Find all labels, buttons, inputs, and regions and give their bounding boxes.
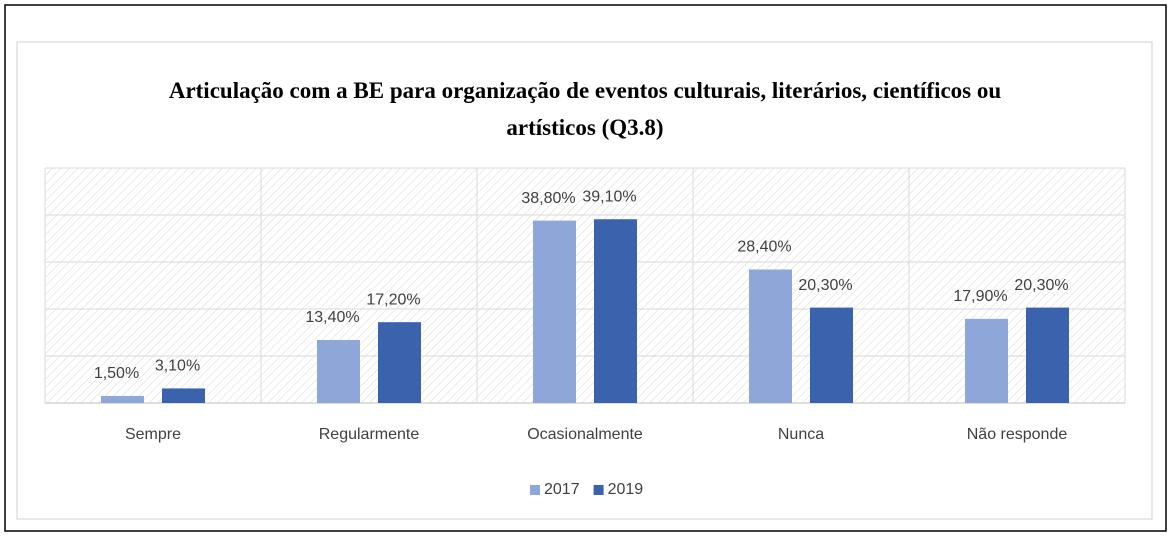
data-label: 3,10% xyxy=(155,358,200,375)
x-tick-label: Sempre xyxy=(125,426,181,443)
bar xyxy=(378,322,421,403)
data-label: 20,30% xyxy=(1014,277,1068,294)
data-label: 39,10% xyxy=(582,188,636,205)
bar xyxy=(317,340,360,403)
bar xyxy=(810,307,853,403)
data-label: 17,20% xyxy=(366,291,420,308)
bar xyxy=(749,269,792,403)
bar xyxy=(101,395,144,403)
data-label: 38,80% xyxy=(521,190,575,207)
chart-title: Articulação com a BE para organização de… xyxy=(168,78,1002,140)
data-label: 17,90% xyxy=(953,288,1007,305)
x-tick-label: Ocasionalmente xyxy=(527,426,643,443)
legend-swatch xyxy=(530,485,540,495)
x-tick-label: Regularmente xyxy=(319,426,420,443)
outer-border xyxy=(4,4,1167,532)
legend-swatch xyxy=(593,485,604,495)
bar xyxy=(1026,307,1069,403)
x-tick-label: Não responde xyxy=(967,426,1068,443)
data-label: 28,40% xyxy=(737,239,791,256)
legend-label: 2019 xyxy=(608,481,644,498)
bar xyxy=(533,220,576,403)
bar xyxy=(594,219,637,403)
data-label: 1,50% xyxy=(94,365,139,382)
bar xyxy=(965,318,1008,403)
data-label: 13,40% xyxy=(305,309,359,326)
data-label: 20,30% xyxy=(798,277,852,294)
x-tick-label: Nunca xyxy=(778,426,824,443)
bar xyxy=(162,388,205,403)
plot-area xyxy=(45,168,1125,403)
legend-label: 2017 xyxy=(544,481,580,498)
